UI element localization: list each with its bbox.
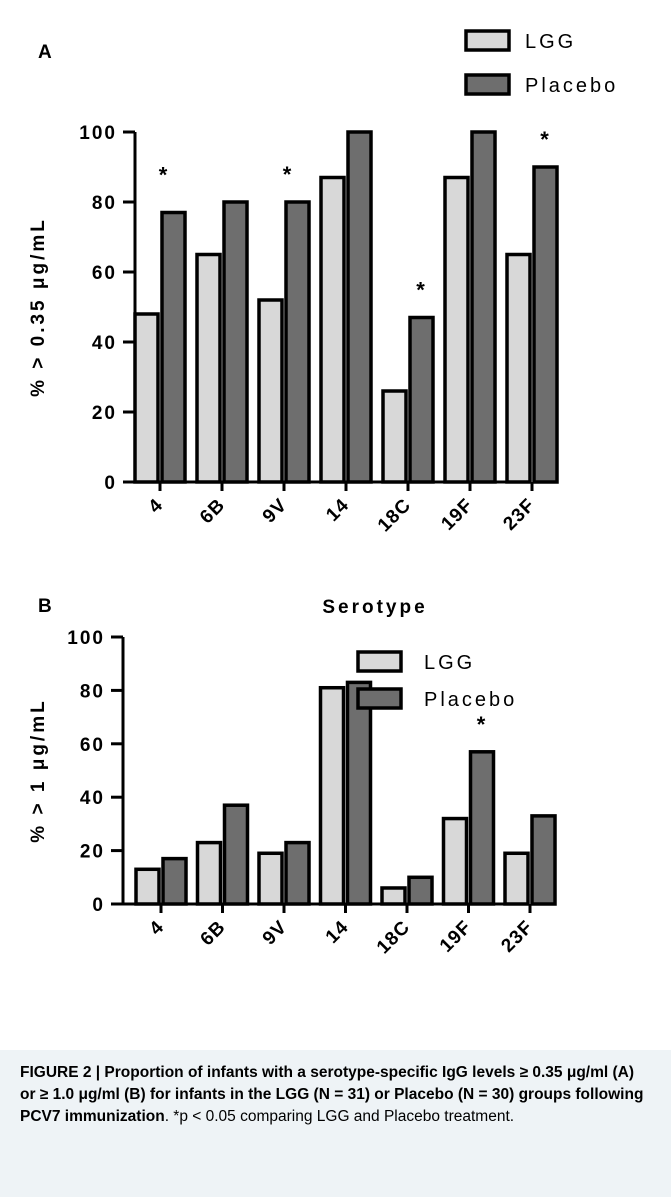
bar-placebo-4: [161, 856, 188, 906]
legend-swatch-placebo: [464, 73, 511, 96]
x-tick-label: 19F: [437, 495, 477, 535]
y-tick-label: 100: [67, 628, 105, 649]
y-tick-label: 0: [104, 473, 117, 494]
bar-lgg-19f: [441, 816, 469, 906]
x-tick-label: 4: [144, 495, 167, 518]
significance-marker: *: [416, 278, 425, 303]
bar-lgg-9v: [257, 851, 284, 906]
x-tick-label: 18C: [374, 495, 416, 537]
x-tick-label: 23F: [497, 917, 537, 957]
bar-placebo-19f: [468, 750, 496, 906]
y-axis-label: % > 1 μg/mL: [28, 698, 49, 842]
chart-panel-a: A 0 20 40 60 80 100 % > 0.35 μg/mL 4 * 6B 9V * 14 18C *…: [28, 29, 618, 618]
panel-label: A: [38, 42, 52, 63]
bar-lgg-9v: [257, 298, 284, 484]
panel-label: B: [38, 596, 52, 617]
bar-placebo-6b: [222, 803, 250, 906]
bar-lgg-4: [133, 312, 160, 484]
significance-marker: *: [159, 163, 168, 188]
x-tick-label: 14: [322, 495, 353, 526]
significance-marker: *: [477, 712, 486, 737]
bar-placebo-23f: [530, 814, 557, 906]
y-tick-label: 60: [92, 263, 117, 284]
x-tick-label: 18C: [373, 917, 415, 959]
legend-label-lgg: LGG: [424, 652, 475, 674]
bar-placebo-18c: [408, 315, 435, 484]
bar-placebo-23f: [532, 165, 559, 484]
x-tick-label: 23F: [499, 495, 539, 535]
bar-lgg-19f: [443, 175, 470, 484]
x-tick-label: 9V: [259, 495, 292, 528]
y-tick-label: 100: [79, 123, 117, 144]
bar-lgg-18c: [381, 389, 408, 484]
y-axis-label: % > 0.35 μg/mL: [28, 217, 49, 397]
bar-lgg-6b: [195, 252, 222, 484]
bar-lgg-23f: [503, 851, 530, 906]
x-tick-label: 14: [322, 917, 353, 948]
legend-swatch-placebo: [356, 687, 403, 710]
bar-placebo-6b: [222, 200, 249, 484]
y-tick-label: 20: [80, 842, 105, 863]
bar-placebo-14: [345, 680, 373, 906]
legend-label-lgg: LGG: [525, 31, 576, 53]
bar-lgg-14: [318, 685, 346, 906]
x-tick-label: 4: [145, 917, 168, 940]
bar-placebo-9v: [284, 200, 311, 484]
bar-placebo-14: [346, 130, 373, 484]
legend-swatch-lgg: [464, 29, 511, 52]
bar-lgg-18c: [380, 886, 407, 906]
y-tick-label: 80: [80, 681, 105, 702]
bar-lgg-14: [319, 175, 346, 484]
x-tick-label: 6B: [197, 917, 230, 950]
caption-paragraph: FIGURE 2 | Proportion of infants with a …: [20, 1062, 651, 1128]
legend-label-placebo: Placebo: [424, 689, 517, 711]
x-tick-label: 6B: [196, 495, 229, 528]
x-tick-label: 19F: [436, 917, 476, 957]
bar-placebo-18c: [407, 875, 434, 906]
bar-lgg-4: [134, 867, 161, 906]
caption-note: . *p < 0.05 comparing LGG and Placebo tr…: [164, 1108, 515, 1125]
x-tick-label: 9V: [259, 917, 292, 950]
y-tick-label: 60: [80, 735, 105, 756]
bar-lgg-6b: [195, 840, 223, 906]
x-axis-label: Serotype: [322, 597, 427, 618]
caption-title: FIGURE 2 | Proportion of infants with a …: [20, 1064, 644, 1125]
figure-caption: FIGURE 2 | Proportion of infants with a …: [0, 1050, 671, 1197]
y-tick-label: 80: [92, 193, 117, 214]
legend-label-placebo: Placebo: [525, 75, 618, 97]
significance-marker: *: [283, 162, 292, 187]
y-tick-label: 40: [80, 788, 105, 809]
bar-lgg-23f: [505, 252, 532, 484]
bar-placebo-19f: [470, 130, 497, 484]
y-tick-label: 20: [92, 403, 117, 424]
y-tick-label: 0: [92, 895, 105, 916]
bar-placebo-4: [160, 210, 187, 484]
y-tick-label: 40: [92, 333, 117, 354]
bar-placebo-9v: [284, 840, 311, 906]
legend-swatch-lgg: [356, 650, 403, 673]
chart-panel-b: B 0 20 40 60 80 100 % > 1 μg/mL 4 6B 9V 14 18C 19F * 23…: [28, 596, 557, 959]
significance-marker: *: [540, 127, 549, 152]
